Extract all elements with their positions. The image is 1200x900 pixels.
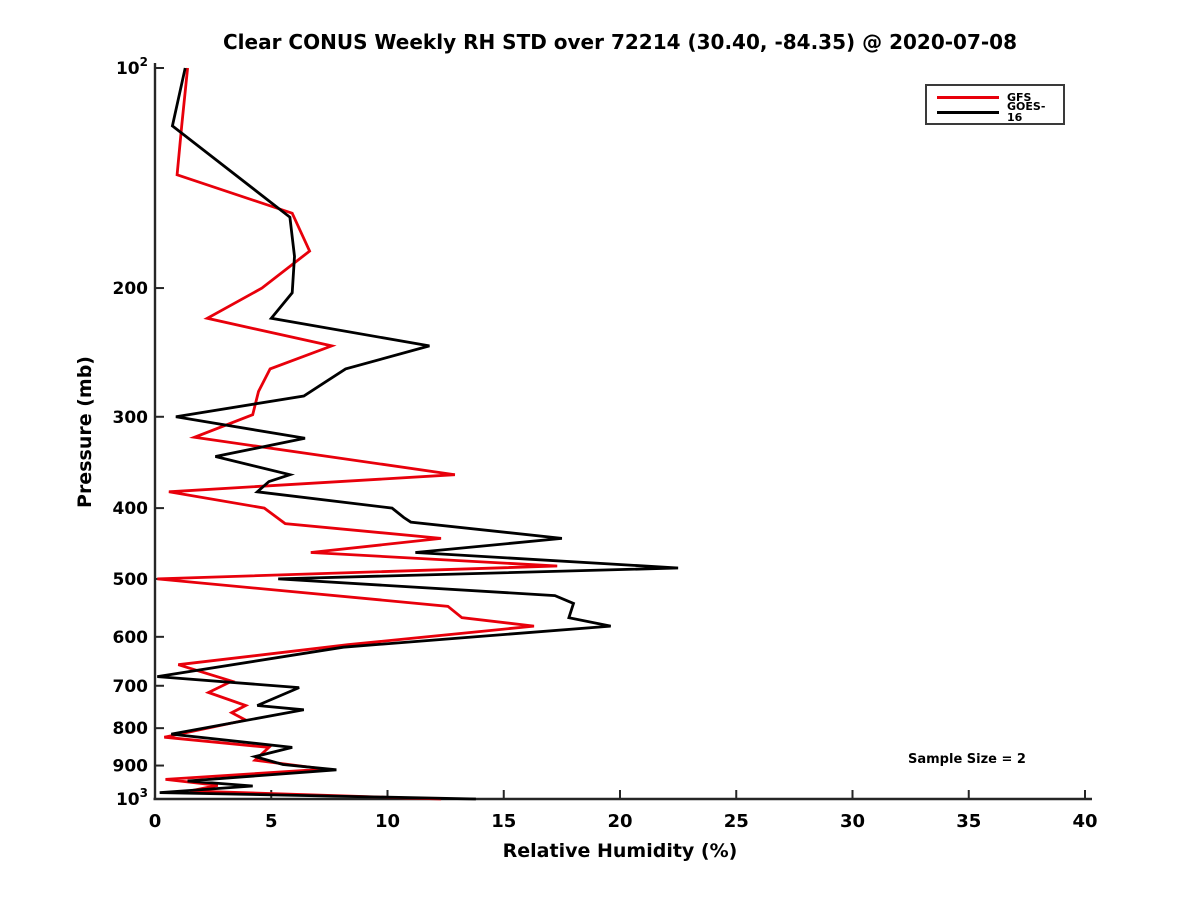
y-axis-label: Pressure (mb) [74,356,96,508]
x-tick-label: 20 [607,811,632,832]
x-axis-label: Relative Humidity (%) [502,840,738,862]
y-tick-label: 800 [113,719,149,739]
y-tick-label: 700 [113,677,149,697]
legend-line-swatch [937,110,999,114]
x-tick-label: 0 [149,811,162,832]
series-line-goes-16 [157,67,679,801]
y-tick-label: 600 [113,628,149,648]
x-tick-label: 10 [375,811,400,832]
sample-size-annotation: Sample Size = 2 [908,752,1026,767]
legend-entry-goes-16: GOES-16 [937,101,1057,123]
y-tick-label: 102 [116,55,148,79]
x-tick-label: 5 [265,811,278,832]
x-tick-label: 35 [956,811,981,832]
legend-entry-gfs: GFS [937,91,1057,103]
chart-title: Clear CONUS Weekly RH STD over 72214 (30… [222,30,1018,54]
y-tick-label: 400 [113,499,149,519]
x-tick-label: 40 [1072,811,1097,832]
series-line-gfs [157,67,558,801]
legend-line-swatch [937,95,999,99]
legend-label: GFS [1007,90,1032,104]
y-tick-label: 900 [113,757,149,777]
x-tick-label: 25 [724,811,749,832]
y-tick-label: 300 [113,408,149,428]
y-tick-label: 200 [113,279,149,299]
legend-label: GOES-16 [1007,100,1046,124]
x-tick-label: 15 [491,811,516,832]
y-tick-label: 103 [116,786,148,810]
legend: GFS GOES-16 [925,84,1065,125]
x-tick-label: 30 [840,811,865,832]
y-tick-label: 500 [113,570,149,590]
